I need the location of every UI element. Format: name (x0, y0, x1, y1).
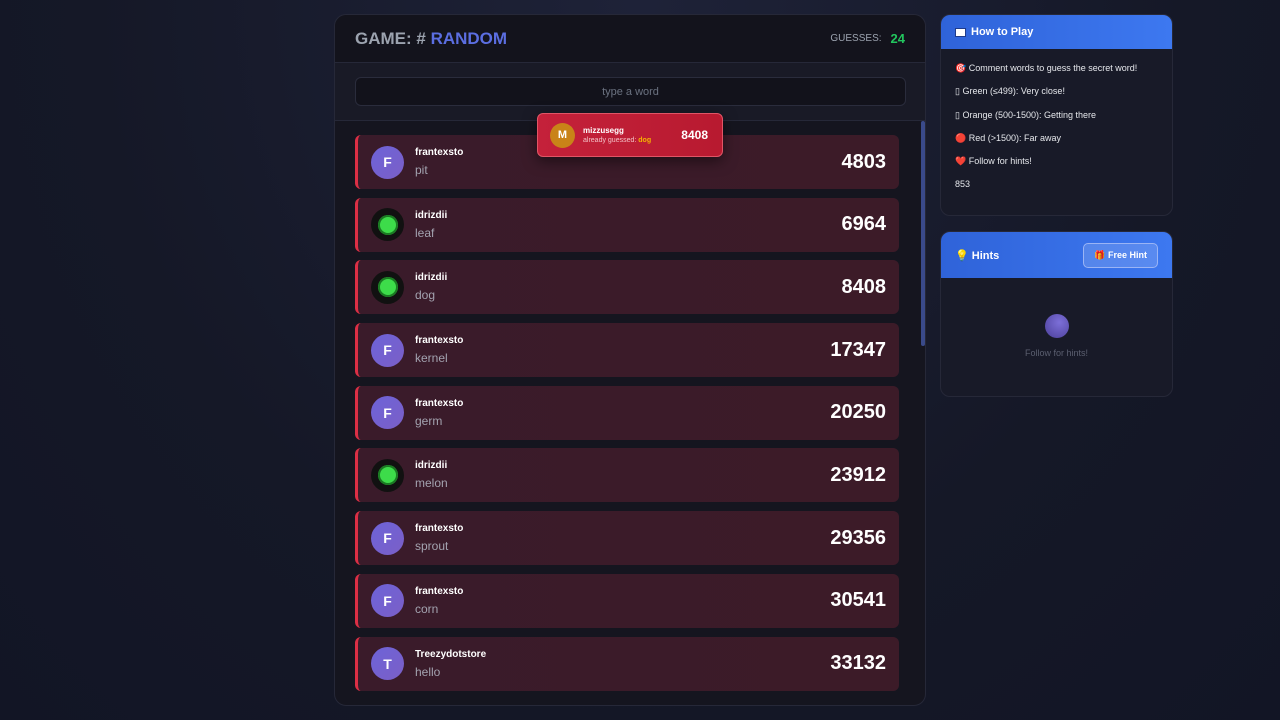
guess-score: 30541 (830, 589, 886, 612)
guess-score: 20250 (830, 401, 886, 424)
guess-word: sprout (415, 539, 449, 554)
lightbulb-icon: 💡 (955, 249, 969, 262)
guess-row: F frantexsto corn 30541 (355, 573, 899, 628)
game-name: RANDOM (430, 28, 508, 48)
guess-word: pit (415, 163, 428, 177)
guess-info: idrizdii dog (415, 272, 447, 302)
avatar (371, 458, 404, 492)
guess-score: 8408 (841, 275, 887, 298)
hints-header: 💡 Hints 🎁 Free Hint (941, 232, 1172, 278)
how-to-play-title: How to Play (971, 26, 1034, 38)
word-input[interactable] (355, 77, 906, 106)
guess-score: 29356 (830, 526, 886, 549)
already-guessed-toast: M mizzusegg already guessed: dog 8408 (537, 113, 723, 157)
game-header: GAME: # RANDOM GUESSES: 24 (335, 15, 925, 63)
hints-card: 💡 Hints 🎁 Free Hint Follow for hints! (940, 231, 1173, 397)
toast-score: 8408 (681, 128, 708, 142)
rule-line: ▯ Orange (500-1500): Getting there (955, 109, 1097, 120)
guess-user: frantexsto (415, 585, 464, 597)
guess-score: 6964 (841, 213, 887, 236)
guess-info: frantexsto kernel (415, 335, 463, 365)
guess-row: F frantexsto germ 20250 (355, 385, 899, 440)
guess-score: 17347 (830, 338, 886, 361)
guess-word: leaf (415, 225, 435, 240)
avatar: F (371, 396, 404, 430)
guess-info: idrizdii leaf (415, 210, 447, 240)
guess-list: F frantexsto pit 4803 idrizdii leaf 6964 i… (355, 135, 899, 699)
guess-info: Treezydotstore hello (415, 649, 486, 679)
hints-heading: 💡 Hints (955, 249, 999, 262)
how-to-play-card: How to Play 🎯 Comment words to guess the… (940, 14, 1173, 216)
toast-message-text: already guessed: (583, 137, 637, 144)
guess-user: idrizdii (415, 460, 448, 472)
toast-word: dog (638, 137, 652, 144)
avatar: M (550, 122, 575, 148)
guess-word: hello (415, 664, 441, 679)
avatar (371, 208, 404, 242)
rule-line: 🔴 Red (>1500): Far away (955, 132, 1062, 143)
book-icon (955, 27, 966, 37)
free-hint-button[interactable]: 🎁 Free Hint (1083, 242, 1158, 268)
toast-user: mizzusegg (583, 126, 624, 135)
guess-info: frantexsto pit (415, 147, 463, 177)
rule-line: 🎯 Comment words to guess the secret word… (955, 63, 1138, 73)
guess-score: 23912 (830, 463, 886, 486)
game-title: GAME: # RANDOM (355, 29, 507, 49)
rule-line: ❤️ Follow for hints! (955, 156, 1032, 167)
avatar: F (371, 584, 404, 618)
avatar: T (371, 647, 404, 680)
guess-row: idrizdii leaf 6964 (355, 197, 899, 252)
hints-empty-text: Follow for hints! (1024, 348, 1089, 358)
scrollbar[interactable] (921, 121, 925, 346)
guess-user: idrizdii (415, 272, 448, 284)
guess-info: frantexsto germ (415, 398, 463, 428)
avatar: F (371, 145, 404, 179)
avatar: F (371, 333, 404, 367)
guess-word: corn (415, 601, 439, 616)
guess-user: frantexsto (415, 397, 464, 409)
rules-list: 🎯 Comment words to guess the secret word… (941, 49, 1172, 203)
guesses-count: 24 (890, 31, 905, 46)
guess-user: Treezydotstore (415, 648, 487, 660)
guess-row: idrizdii melon 23912 (355, 448, 899, 503)
guess-row: F frantexsto sprout 29356 (355, 511, 899, 566)
avatar: F (371, 521, 404, 555)
guess-counter: GUESSES: 24 (830, 31, 905, 46)
rule-line: ▯ Green (≤499): Very close! (955, 86, 1065, 97)
guess-word: germ (415, 413, 443, 428)
guess-info: frantexsto sprout (415, 523, 463, 553)
guess-info: idrizdii melon (415, 460, 448, 490)
guess-user: idrizdii (415, 209, 448, 221)
guess-info: frantexsto corn (415, 586, 463, 616)
rule-line: 853 (955, 179, 971, 190)
guess-user: frantexsto (415, 147, 464, 158)
guess-score: 33132 (830, 652, 886, 674)
guess-user: frantexsto (415, 335, 464, 347)
input-area (335, 63, 925, 121)
game-label: GAME: # (355, 28, 426, 48)
guess-row: F frantexsto kernel 17347 (355, 323, 899, 378)
avatar (371, 270, 404, 304)
guess-row: idrizdii dog 8408 (355, 260, 899, 315)
guess-user: frantexsto (415, 523, 464, 535)
guess-word: melon (415, 476, 448, 491)
guess-score: 4803 (841, 150, 887, 173)
crystal-ball-icon (1044, 314, 1069, 338)
guesses-label: GUESSES: (830, 33, 882, 44)
hints-title: Hints (971, 249, 1000, 262)
guess-row: T Treezydotstore hello 33132 (355, 636, 899, 691)
toast-message: already guessed: dog (583, 137, 651, 144)
how-to-play-header: How to Play (941, 15, 1172, 49)
guess-word: dog (415, 288, 436, 303)
guess-word: kernel (415, 351, 448, 366)
